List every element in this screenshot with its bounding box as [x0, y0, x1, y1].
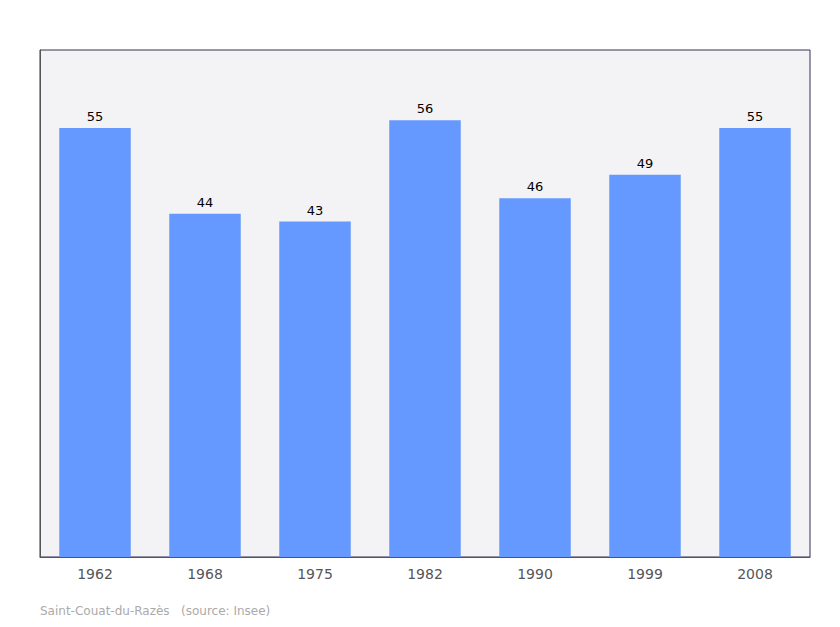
svg-text:2008: 2008 [737, 566, 773, 582]
svg-text:1999: 1999 [627, 566, 663, 582]
svg-text:49: 49 [637, 156, 654, 171]
svg-text:44: 44 [197, 195, 214, 210]
svg-text:56: 56 [417, 101, 434, 116]
svg-text:1975: 1975 [297, 566, 333, 582]
svg-text:1990: 1990 [517, 566, 553, 582]
svg-text:43: 43 [307, 203, 324, 218]
svg-text:55: 55 [747, 109, 764, 124]
svg-text:Saint-Couat-du-Razès (source: Saint-Couat-du-Razès (source: Insee) [40, 604, 270, 618]
svg-text:46: 46 [527, 179, 544, 194]
svg-text:1968: 1968 [187, 566, 223, 582]
svg-text:1982: 1982 [407, 566, 443, 582]
svg-text:55: 55 [87, 109, 104, 124]
svg-text:1962: 1962 [77, 566, 113, 582]
